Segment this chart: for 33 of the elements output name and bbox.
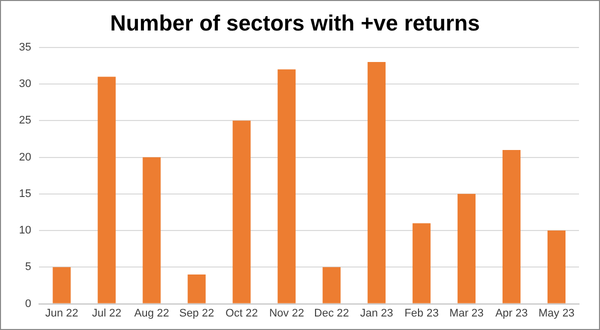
x-tick-label: Mar 23 bbox=[449, 307, 484, 320]
x-tick-label: Nov 22 bbox=[269, 307, 304, 320]
y-tick-label: 25 bbox=[18, 114, 32, 127]
x-tick-label: Dec 22 bbox=[314, 307, 350, 320]
y-tick-label: 15 bbox=[18, 188, 32, 200]
bar bbox=[188, 274, 206, 304]
x-tick-label: Aug 22 bbox=[134, 307, 170, 320]
x-tick-label: Jul 22 bbox=[92, 307, 122, 320]
x-tick-label: May 23 bbox=[538, 307, 575, 320]
bar bbox=[278, 69, 296, 304]
x-tick-label: Sep 22 bbox=[179, 307, 214, 320]
y-tick-label: 20 bbox=[18, 151, 32, 164]
bar bbox=[98, 76, 116, 304]
bar bbox=[232, 120, 251, 304]
bar bbox=[412, 223, 431, 304]
y-tick-label: 10 bbox=[18, 224, 32, 237]
x-tick-label: Oct 22 bbox=[225, 307, 258, 320]
bar bbox=[322, 267, 341, 304]
bar bbox=[502, 150, 521, 304]
x-tick-label: Feb 23 bbox=[404, 307, 439, 320]
bar bbox=[548, 230, 566, 304]
x-tick-label: Apr 23 bbox=[495, 307, 528, 320]
x-tick-label: Jun 22 bbox=[45, 307, 78, 320]
x-tick-label: Jan 23 bbox=[360, 307, 394, 320]
bar bbox=[458, 194, 476, 304]
bar bbox=[142, 157, 161, 304]
bar bbox=[368, 62, 386, 304]
y-tick-label: 0 bbox=[25, 298, 32, 310]
bar bbox=[52, 267, 71, 304]
chart-title: Number of sectors with +ve returns bbox=[110, 10, 480, 36]
y-tick-label: 5 bbox=[25, 261, 32, 274]
y-tick-label: 30 bbox=[18, 78, 32, 90]
y-tick-label: 35 bbox=[18, 41, 32, 54]
